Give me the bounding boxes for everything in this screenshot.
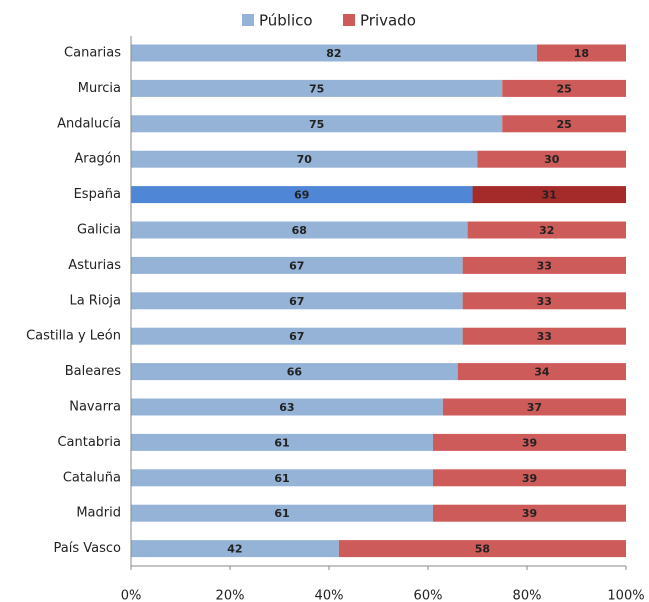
y-tick-label: Canarias <box>64 46 121 61</box>
data-label: 37 <box>527 401 542 414</box>
bar-segment <box>536 44 626 62</box>
bar-segment <box>131 79 503 97</box>
bar-segment <box>467 221 626 239</box>
y-tick-label: España <box>74 187 121 202</box>
data-label: 33 <box>537 295 552 308</box>
data-label: 61 <box>274 472 289 485</box>
data-label: 42 <box>227 543 242 556</box>
data-label: 61 <box>274 507 289 520</box>
y-tick-label: Castilla y León <box>26 329 121 344</box>
y-tick-label: Cantabria <box>57 435 121 450</box>
x-tick-label: 40% <box>315 589 344 602</box>
bar-segment <box>131 150 478 168</box>
bar-segment <box>131 44 537 62</box>
data-label: 67 <box>289 295 304 308</box>
bar-segment <box>338 540 626 558</box>
data-label: 66 <box>287 366 303 379</box>
bar-segment <box>502 79 626 97</box>
y-tick-label: Navarra <box>69 400 121 415</box>
bar-segment <box>472 186 626 204</box>
x-tick-label: 80% <box>513 589 542 602</box>
bar-segment <box>462 292 626 310</box>
y-tick-label: Aragón <box>74 152 121 167</box>
data-label: 31 <box>542 189 557 202</box>
bar-segment <box>131 469 433 487</box>
bar-segment <box>131 186 473 204</box>
bar-segment <box>131 115 503 133</box>
data-label: 33 <box>537 259 552 272</box>
data-label: 32 <box>539 224 554 237</box>
y-tick-label: Asturias <box>68 258 121 273</box>
bar-segment <box>477 150 626 168</box>
y-tick-label: Cataluña <box>63 470 121 485</box>
data-label: 75 <box>309 118 324 131</box>
data-label: 75 <box>309 82 324 95</box>
bar-segment <box>462 256 626 274</box>
data-label: 63 <box>279 401 294 414</box>
data-label: 34 <box>534 366 550 379</box>
bar-segment <box>131 363 458 381</box>
bar-segment <box>131 221 468 239</box>
bar-segment <box>432 469 626 487</box>
data-label: 67 <box>289 259 304 272</box>
y-tick-label: Galicia <box>77 223 121 238</box>
bar-segment <box>502 115 626 133</box>
bar-segment <box>131 256 463 274</box>
bar-segment <box>462 327 626 345</box>
y-tick-label: País Vasco <box>54 541 122 556</box>
bar-segment <box>131 327 463 345</box>
bar-segment <box>457 363 626 381</box>
y-tick-label: Baleares <box>65 364 122 379</box>
data-label: 67 <box>289 330 304 343</box>
data-label: 70 <box>297 153 313 166</box>
x-tick-label: 20% <box>216 589 245 602</box>
x-tick-label: 100% <box>607 589 644 602</box>
data-label: 25 <box>556 118 571 131</box>
bar-segment <box>131 540 339 558</box>
legend-label: Privado <box>360 12 416 30</box>
data-label: 68 <box>292 224 307 237</box>
legend-swatch <box>343 14 355 26</box>
legend-label: Público <box>259 12 313 30</box>
bar-segment <box>131 398 443 416</box>
data-label: 33 <box>537 330 552 343</box>
y-tick-label: Murcia <box>78 81 121 96</box>
data-label: 82 <box>326 47 341 60</box>
data-label: 39 <box>522 507 537 520</box>
bar-segment <box>442 398 626 416</box>
data-label: 18 <box>574 47 589 60</box>
bar-segment <box>131 433 433 451</box>
legend-swatch <box>242 14 254 26</box>
data-label: 39 <box>522 436 537 449</box>
y-tick-label: Andalucía <box>57 116 121 131</box>
bar-segment <box>432 433 626 451</box>
x-tick-label: 0% <box>121 589 142 602</box>
data-label: 69 <box>294 189 309 202</box>
bar-segment <box>131 292 463 310</box>
y-tick-label: Madrid <box>76 506 121 521</box>
data-label: 30 <box>544 153 560 166</box>
x-tick-label: 60% <box>414 589 443 602</box>
data-label: 25 <box>556 82 571 95</box>
bar-segment <box>432 504 626 522</box>
y-tick-label: La Rioja <box>69 293 121 308</box>
data-label: 61 <box>274 436 289 449</box>
data-label: 39 <box>522 472 537 485</box>
data-label: 58 <box>475 543 490 556</box>
bar-segment <box>131 504 433 522</box>
